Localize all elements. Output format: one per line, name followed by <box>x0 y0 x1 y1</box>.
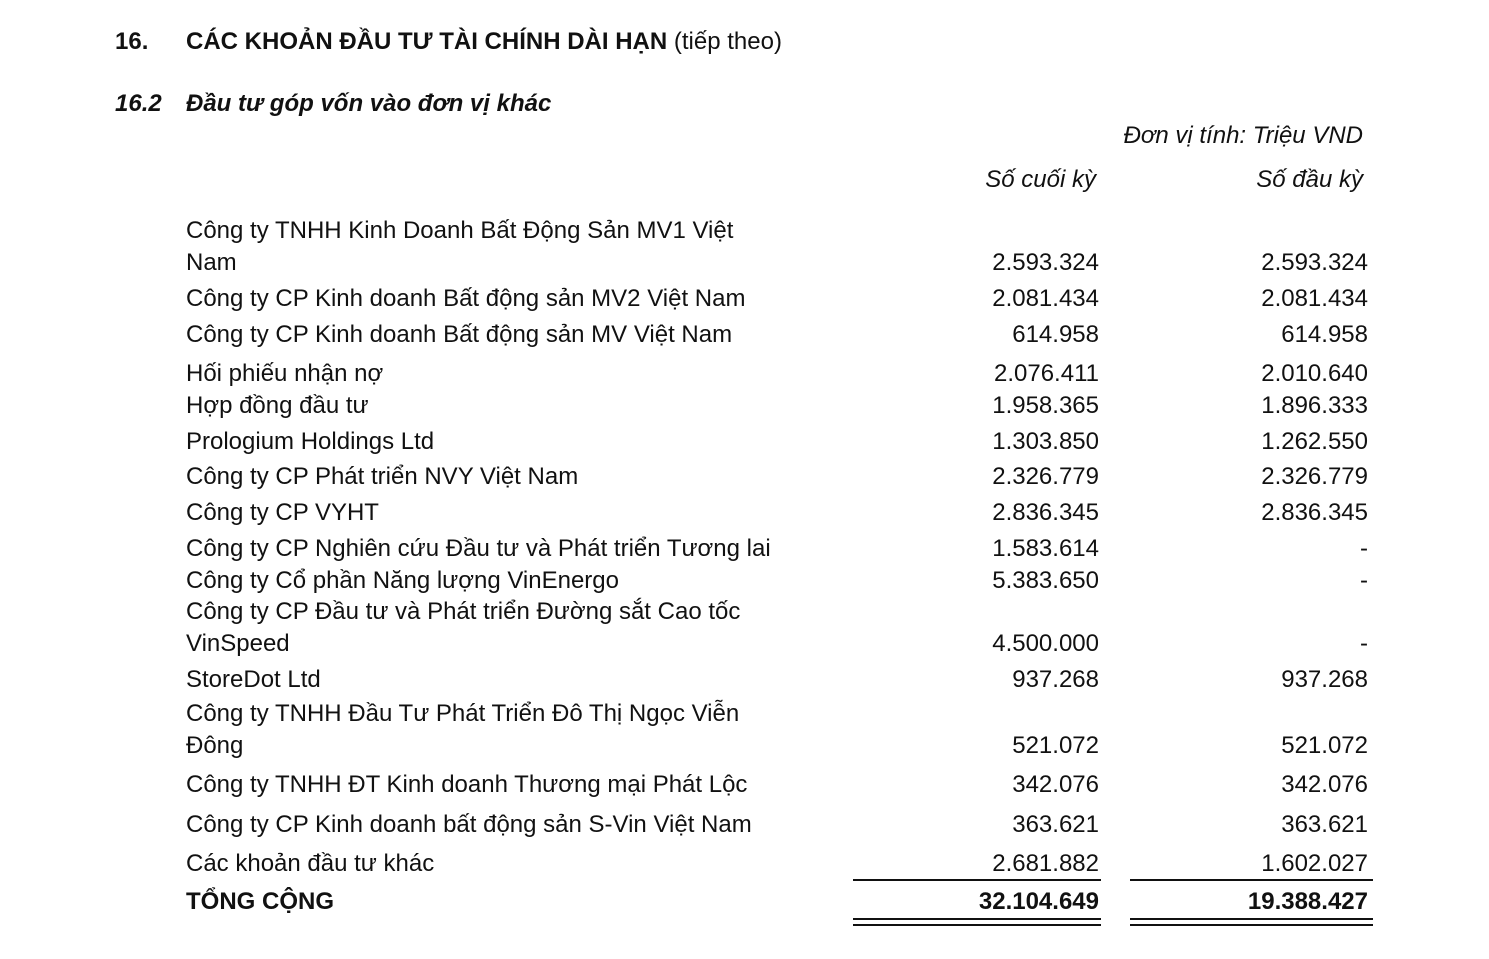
row-name: Công ty CP Kinh doanh bất động sản S-Vin… <box>186 811 752 838</box>
row-name: TỔNG CỘNG <box>186 888 334 915</box>
value-begin: 2.593.324 <box>1261 249 1368 276</box>
value-end: 2.681.882 <box>992 850 1099 877</box>
table-row: Các khoản đầu tư khác 2.681.882 1.602.027 <box>186 848 1370 880</box>
value-end: 937.268 <box>1012 666 1099 693</box>
section-number: 16. <box>115 28 149 55</box>
table-row: Công ty CP Kinh doanh Bất động sản MV Vi… <box>186 319 1370 351</box>
row-name: Công ty CP VYHT <box>186 499 379 526</box>
row-name: Công ty TNHH Kinh Doanh Bất Động Sản MV1… <box>186 217 734 276</box>
total-row: TỔNG CỘNG 32.104.649 19.388.427 <box>186 886 1370 918</box>
table-row: StoreDot Ltd 937.268 937.268 <box>186 664 1370 696</box>
subtotal-line-begin <box>1130 879 1373 881</box>
value-end: 2.326.779 <box>992 463 1099 490</box>
double-line-end-top <box>853 918 1101 920</box>
value-end: 2.076.411 <box>994 360 1099 387</box>
value-begin: - <box>1360 535 1368 562</box>
column-header-end: Số cuối kỳ <box>985 166 1096 193</box>
row-name: Công ty Cổ phần Năng lượng VinEnergo <box>186 567 619 594</box>
value-begin: 1.602.027 <box>1261 850 1368 877</box>
table-row: Công ty Cổ phần Năng lượng VinEnergo 5.38… <box>186 565 1370 597</box>
table-row: Công ty CP Kinh doanh Bất động sản MV2 V… <box>186 283 1370 315</box>
value-end: 32.104.649 <box>978 888 1099 915</box>
row-name: Công ty TNHH Đầu Tư Phát Triển Đô Thị Ng… <box>186 700 740 759</box>
value-begin: 19.388.427 <box>1247 888 1368 915</box>
value-begin: 614.958 <box>1281 321 1368 348</box>
section-title: CÁC KHOẢN ĐẦU TƯ TÀI CHÍNH DÀI HẠN <box>186 28 668 55</box>
table-row: Hối phiếu nhận nợ 2.076.411 2.010.640 <box>186 358 1370 390</box>
value-begin: 1.896.333 <box>1261 392 1368 419</box>
value-begin: 2.326.779 <box>1261 463 1368 490</box>
table-row: Công ty CP Kinh doanh bất động sản S-Vin… <box>186 809 1370 841</box>
value-end: 342.076 <box>1012 771 1099 798</box>
value-end: 5.383.650 <box>992 567 1099 594</box>
value-begin: 521.072 <box>1281 732 1368 759</box>
row-name: Công ty CP Nghiên cứu Đầu tư và Phát tri… <box>186 535 771 562</box>
table-row: Hợp đồng đầu tư 1.958.365 1.896.333 <box>186 390 1370 422</box>
table-row: Công ty TNHH Kinh Doanh Bất Động Sản MV1… <box>186 215 1370 279</box>
double-line-begin-top <box>1130 918 1373 920</box>
value-begin: 2.836.345 <box>1261 499 1368 526</box>
row-name: Công ty CP Phát triển NVY Việt Nam <box>186 463 579 490</box>
subsection-number: 16.2 <box>115 90 162 117</box>
value-end: 4.500.000 <box>992 630 1099 657</box>
subtotal-line-end <box>853 879 1101 881</box>
section-suffix: (tiếp theo) <box>673 28 782 55</box>
value-begin: 1.262.550 <box>1261 428 1368 455</box>
row-name: Các khoản đầu tư khác <box>186 850 435 877</box>
table-row: Công ty TNHH ĐT Kinh doanh Thương mại Ph… <box>186 769 1370 801</box>
row-name: Prologium Holdings Ltd <box>186 428 435 455</box>
value-end: 2.836.345 <box>992 499 1099 526</box>
value-end: 521.072 <box>1012 732 1099 759</box>
value-begin: - <box>1360 630 1368 657</box>
row-name: Công ty CP Đầu tư và Phát triển Đường sắ… <box>186 598 741 657</box>
table-row: Prologium Holdings Ltd 1.303.850 1.262.550 <box>186 426 1370 458</box>
value-begin: 342.076 <box>1281 771 1368 798</box>
table-row: Công ty CP VYHT 2.836.345 2.836.345 <box>186 497 1370 529</box>
value-end: 1.583.614 <box>992 535 1099 562</box>
value-begin: 2.081.434 <box>1261 285 1368 312</box>
table-row: Công ty CP Đầu tư và Phát triển Đường sắ… <box>186 596 1370 660</box>
row-name: Công ty TNHH ĐT Kinh doanh Thương mại Ph… <box>186 771 748 798</box>
value-begin: 363.621 <box>1281 811 1368 838</box>
subsection-heading: 16.2 Đầu tư góp vốn vào đơn vị khác <box>115 90 551 118</box>
value-end: 614.958 <box>1012 321 1099 348</box>
row-name: Công ty CP Kinh doanh Bất động sản MV2 V… <box>186 285 746 312</box>
value-end: 1.958.365 <box>992 392 1099 419</box>
value-begin: - <box>1360 567 1368 594</box>
value-begin: 2.010.640 <box>1261 360 1368 387</box>
table-row: Công ty CP Phát triển NVY Việt Nam 2.326.… <box>186 461 1370 493</box>
double-line-begin-bottom <box>1130 924 1373 926</box>
table-row: Công ty TNHH Đầu Tư Phát Triển Đô Thị Ng… <box>186 698 1370 762</box>
subsection-title: Đầu tư góp vốn vào đơn vị khác <box>186 90 552 117</box>
table-row: Công ty CP Nghiên cứu Đầu tư và Phát tri… <box>186 533 1370 565</box>
row-name: Hợp đồng đầu tư <box>186 392 369 419</box>
row-name: StoreDot Ltd <box>186 666 321 693</box>
row-name: Hối phiếu nhận nợ <box>186 360 384 387</box>
value-begin: 937.268 <box>1281 666 1368 693</box>
value-end: 2.081.434 <box>992 285 1099 312</box>
unit-label: Đơn vị tính: Triệu VND <box>1123 122 1363 149</box>
double-line-end-bottom <box>853 924 1101 926</box>
column-header-begin: Số đầu kỳ <box>1256 166 1363 193</box>
value-end: 1.303.850 <box>992 428 1099 455</box>
value-end: 2.593.324 <box>992 249 1099 276</box>
value-end: 363.621 <box>1012 811 1099 838</box>
row-name: Công ty CP Kinh doanh Bất động sản MV Vi… <box>186 321 733 348</box>
